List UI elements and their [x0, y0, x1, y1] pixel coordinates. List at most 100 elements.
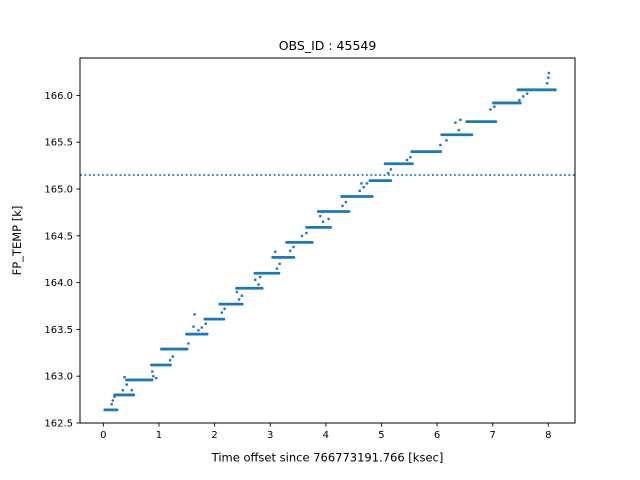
- data-point: [151, 370, 154, 373]
- x-axis-label: Time offset since 766773191.766 [ksec]: [211, 451, 444, 465]
- data-point: [358, 189, 362, 193]
- data-point: [459, 118, 462, 122]
- data-run: [492, 101, 522, 105]
- y-tick-label: 165.5: [44, 138, 73, 149]
- x-tick-label: 2: [211, 430, 217, 441]
- data-point: [193, 313, 196, 316]
- data-run: [340, 195, 374, 198]
- data-point: [200, 326, 204, 329]
- data-point: [275, 267, 279, 270]
- data-run: [271, 255, 296, 259]
- data-run: [185, 332, 209, 336]
- data-point: [130, 388, 133, 392]
- data-run: [125, 378, 154, 382]
- data-point: [360, 182, 363, 185]
- x-tick-label: 0: [100, 430, 106, 441]
- data-point: [300, 234, 304, 238]
- y-tick-label: 164.5: [44, 231, 73, 242]
- data-point: [386, 171, 390, 175]
- x-tick-label: 5: [378, 430, 384, 441]
- data-run: [516, 88, 557, 92]
- x-tick-label: 3: [267, 430, 273, 441]
- data-run: [383, 162, 414, 166]
- data-point: [113, 395, 116, 399]
- data-point: [187, 342, 190, 345]
- data-point: [110, 403, 113, 406]
- y-tick-label: 163.0: [44, 372, 73, 383]
- data-point: [168, 359, 172, 362]
- x-tick-label: 1: [156, 430, 162, 441]
- data-point: [319, 214, 322, 218]
- data-point: [292, 245, 295, 249]
- data-point: [154, 376, 158, 380]
- data-point: [344, 200, 348, 204]
- data-point: [288, 249, 292, 253]
- data-point: [341, 204, 344, 208]
- y-axis-label: FP_TEMP [k]: [10, 206, 24, 276]
- data-run: [440, 133, 474, 137]
- y-tick-label: 162.5: [44, 419, 73, 430]
- data-point: [125, 383, 128, 386]
- data-point: [253, 278, 257, 282]
- data-run: [285, 240, 314, 244]
- data-run: [305, 225, 332, 229]
- data-point: [409, 155, 412, 159]
- data-point: [152, 374, 155, 378]
- data-run: [113, 393, 136, 397]
- x-tick-label: 7: [489, 430, 495, 441]
- data-run: [368, 179, 393, 183]
- y-tick-label: 163.5: [44, 325, 73, 336]
- data-point: [273, 250, 277, 253]
- data-run: [218, 302, 244, 306]
- x-tick-label: 4: [323, 430, 329, 441]
- data-point: [547, 76, 550, 79]
- data-point: [223, 307, 226, 311]
- chart-title: OBS_ID : 45549: [279, 38, 377, 53]
- data-point: [489, 108, 492, 111]
- data-point: [204, 322, 207, 326]
- data-point: [123, 375, 126, 379]
- data-point: [457, 128, 461, 132]
- data-point: [362, 185, 365, 189]
- x-tick-label: 8: [545, 430, 551, 441]
- data-run: [160, 347, 189, 351]
- data-point: [240, 294, 244, 297]
- y-tick-label: 166.0: [44, 91, 73, 102]
- data-run: [235, 286, 264, 290]
- data-point: [278, 262, 281, 266]
- data-point: [454, 121, 457, 124]
- data-point: [220, 311, 224, 314]
- y-axis-ticks: 162.5 163.0 163.5 164.0 164.5 165.0 165.5 166.0: [44, 91, 80, 430]
- data-point: [445, 139, 448, 142]
- x-tick-label: 6: [434, 430, 440, 441]
- data-point: [518, 98, 521, 102]
- data-point: [327, 217, 330, 221]
- data-point: [405, 158, 409, 162]
- data-run: [150, 363, 172, 367]
- data-run: [203, 317, 226, 321]
- data-point: [439, 143, 442, 147]
- data-point: [305, 231, 308, 235]
- data-point: [258, 275, 262, 279]
- data-point: [525, 92, 529, 95]
- data-point: [171, 355, 175, 358]
- data-point: [121, 388, 125, 392]
- data-run: [103, 408, 119, 412]
- data-point: [547, 71, 551, 75]
- data-run: [253, 271, 281, 275]
- data-point: [389, 168, 393, 171]
- temperature-series: [103, 71, 557, 412]
- x-axis-ticks: 0 1 2 3 4 5 6 7 8: [100, 423, 551, 441]
- y-tick-label: 164.0: [44, 278, 73, 289]
- data-point: [235, 290, 239, 294]
- data-point: [321, 220, 325, 224]
- data-run: [465, 120, 498, 124]
- axes-border: [79, 57, 576, 424]
- data-point: [237, 298, 241, 301]
- data-point: [365, 182, 369, 185]
- data-point: [111, 399, 115, 402]
- data-point: [493, 105, 496, 108]
- data-point: [257, 283, 260, 286]
